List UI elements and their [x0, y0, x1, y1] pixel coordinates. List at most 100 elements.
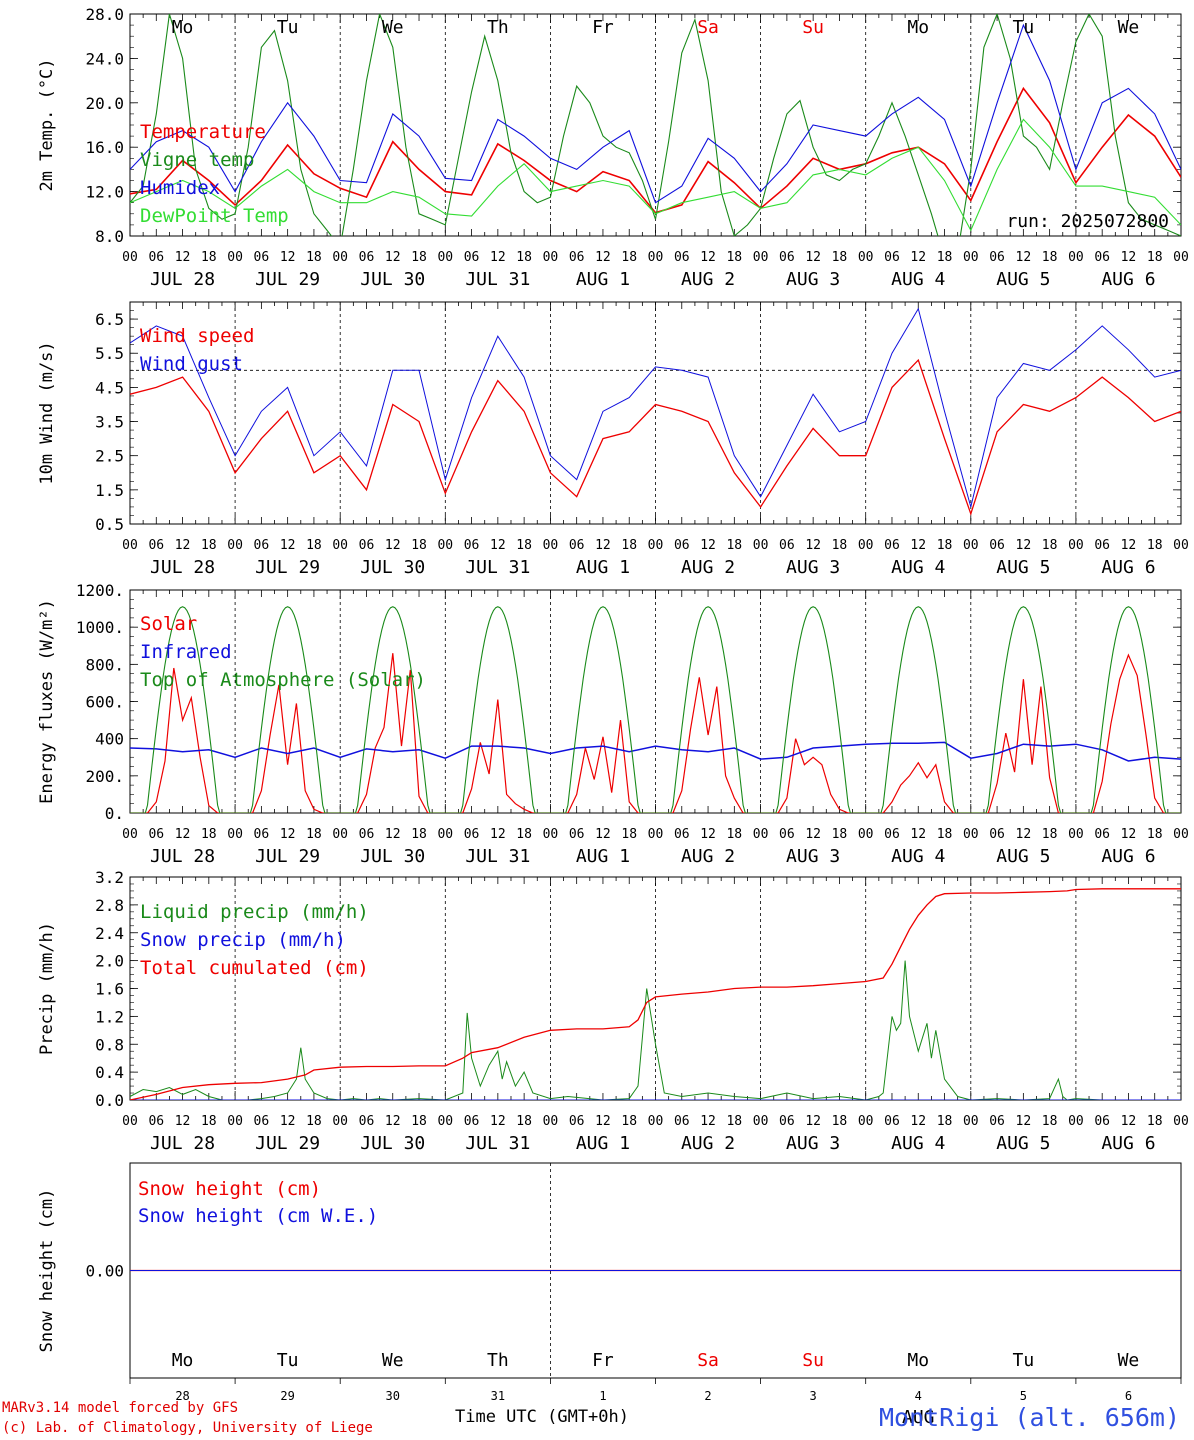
weekday-label: We [1118, 17, 1140, 38]
month-label: AUG [902, 1407, 935, 1428]
hour-tick-label: 00 [1173, 538, 1189, 553]
hour-tick-label: 00 [648, 250, 664, 265]
date-label: JUL 31 [465, 846, 530, 867]
date-label: JUL 30 [360, 846, 425, 867]
y-tick-label: 1.5 [95, 481, 124, 500]
y-axis-label: 10m Wind (m/s) [37, 341, 57, 484]
hour-tick-label: 12 [910, 250, 926, 265]
hour-tick-label: 12 [595, 250, 611, 265]
hour-tick-label: 00 [1068, 827, 1084, 842]
weekday-label: Su [802, 17, 824, 38]
date-label: AUG 1 [576, 269, 630, 290]
hour-tick-label: 00 [753, 538, 769, 553]
hour-tick-label: 12 [280, 1114, 296, 1129]
hour-tick-label: 18 [1042, 250, 1058, 265]
weekday-label: Sa [697, 17, 719, 38]
hour-tick-label: 00 [227, 250, 243, 265]
hour-tick-label: 00 [753, 827, 769, 842]
hour-tick-label: 12 [595, 827, 611, 842]
weekday-label: We [382, 1350, 404, 1371]
date-label: AUG 2 [681, 1133, 735, 1154]
hour-tick-label: 06 [359, 827, 375, 842]
weekday-label: Fr [592, 17, 614, 38]
hour-tick-label: 18 [411, 827, 427, 842]
weekday-label: Sa [697, 1350, 719, 1371]
date-label: AUG 1 [576, 846, 630, 867]
hour-tick-label: 00 [437, 250, 453, 265]
date-label: AUG 6 [1101, 269, 1155, 290]
hour-tick-label: 12 [805, 1114, 821, 1129]
day-number-label: 1 [599, 1389, 606, 1403]
hour-tick-label: 00 [543, 250, 559, 265]
date-label: JUL 29 [255, 846, 320, 867]
y-tick-label: 0.00 [85, 1262, 124, 1281]
hour-tick-label: 06 [884, 827, 900, 842]
day-number-label: 5 [1020, 1389, 1027, 1403]
panel-4: 0.0 0.4 0.8 1.2 1.6 2.0 2.4 2.8 3.2 Precip (mm/h)… [37, 868, 1189, 1154]
hour-tick-label: 00 [332, 1114, 348, 1129]
hour-tick-label: 00 [753, 250, 769, 265]
day-number-label: 4 [915, 1389, 922, 1403]
date-label: JUL 29 [255, 269, 320, 290]
date-label: JUL 30 [360, 1133, 425, 1154]
date-label: AUG 6 [1101, 557, 1155, 578]
date-label: AUG 1 [576, 557, 630, 578]
hour-tick-label: 06 [569, 250, 585, 265]
hour-tick-label: 12 [175, 538, 191, 553]
series-line-temperature [130, 86, 1181, 214]
hour-tick-label: 12 [1121, 1114, 1137, 1129]
hour-tick-label: 12 [805, 538, 821, 553]
hour-tick-label: 00 [1068, 1114, 1084, 1129]
hour-tick-label: 12 [1121, 827, 1137, 842]
hour-tick-label: 00 [122, 1114, 138, 1129]
date-label: JUL 28 [150, 557, 215, 578]
hour-tick-label: 12 [175, 1114, 191, 1129]
y-tick-label: 16.0 [85, 138, 124, 157]
date-label: AUG 4 [891, 269, 945, 290]
hour-tick-label: 00 [858, 538, 874, 553]
panel-2: 0.5 1.5 2.5 3.5 4.5 5.5 6.5 10m Wind (m/s) Wind … [37, 301, 1189, 578]
weekday-label: Th [487, 17, 509, 38]
weekday-label: Mo [907, 1350, 929, 1371]
y-axis-label: Snow height (cm) [37, 1189, 57, 1353]
hour-tick-label: 00 [227, 827, 243, 842]
hour-tick-label: 12 [700, 1114, 716, 1129]
day-number-label: 30 [386, 1389, 400, 1403]
y-tick-label: 1000. [76, 618, 124, 637]
hour-tick-label: 00 [543, 827, 559, 842]
hour-tick-label: 18 [621, 250, 637, 265]
y-tick-label: 2.4 [95, 924, 124, 943]
hour-tick-label: 00 [963, 250, 979, 265]
y-tick-label: 200. [85, 767, 124, 786]
date-label: JUL 30 [360, 269, 425, 290]
hour-tick-label: 12 [1121, 538, 1137, 553]
hour-tick-label: 06 [1094, 1114, 1110, 1129]
hour-tick-label: 00 [437, 827, 453, 842]
hour-tick-label: 18 [937, 827, 953, 842]
y-tick-label: 0.0 [95, 1091, 124, 1110]
y-tick-label: 8.0 [95, 227, 124, 246]
hour-tick-label: 18 [832, 538, 848, 553]
hour-tick-label: 00 [227, 1114, 243, 1129]
hour-tick-label: 00 [332, 538, 348, 553]
hour-tick-label: 12 [805, 250, 821, 265]
date-label: JUL 31 [465, 269, 530, 290]
hour-tick-label: 06 [779, 1114, 795, 1129]
station-name: MontRigi (alt. 656m) [878, 1403, 1180, 1432]
legend-entry: Solar [140, 613, 197, 635]
hour-tick-label: 18 [1042, 827, 1058, 842]
hour-tick-label: 12 [1016, 250, 1032, 265]
y-tick-label: 2.0 [95, 952, 124, 971]
hour-tick-label: 06 [254, 1114, 270, 1129]
panel-5: 0.00 Snow height (cm) Snow height (cm) Snow… [37, 1162, 1182, 1428]
hour-tick-label: 00 [1068, 250, 1084, 265]
hour-tick-label: 00 [122, 250, 138, 265]
hour-tick-label: 12 [280, 538, 296, 553]
day-number-label: 6 [1125, 1389, 1132, 1403]
hour-tick-label: 12 [910, 827, 926, 842]
hour-tick-label: 00 [963, 827, 979, 842]
day-number-label: 2 [704, 1389, 711, 1403]
hour-tick-label: 06 [148, 538, 164, 553]
hour-tick-label: 18 [516, 538, 532, 553]
legend-entry: Snow height (cm W.E.) [138, 1205, 378, 1227]
